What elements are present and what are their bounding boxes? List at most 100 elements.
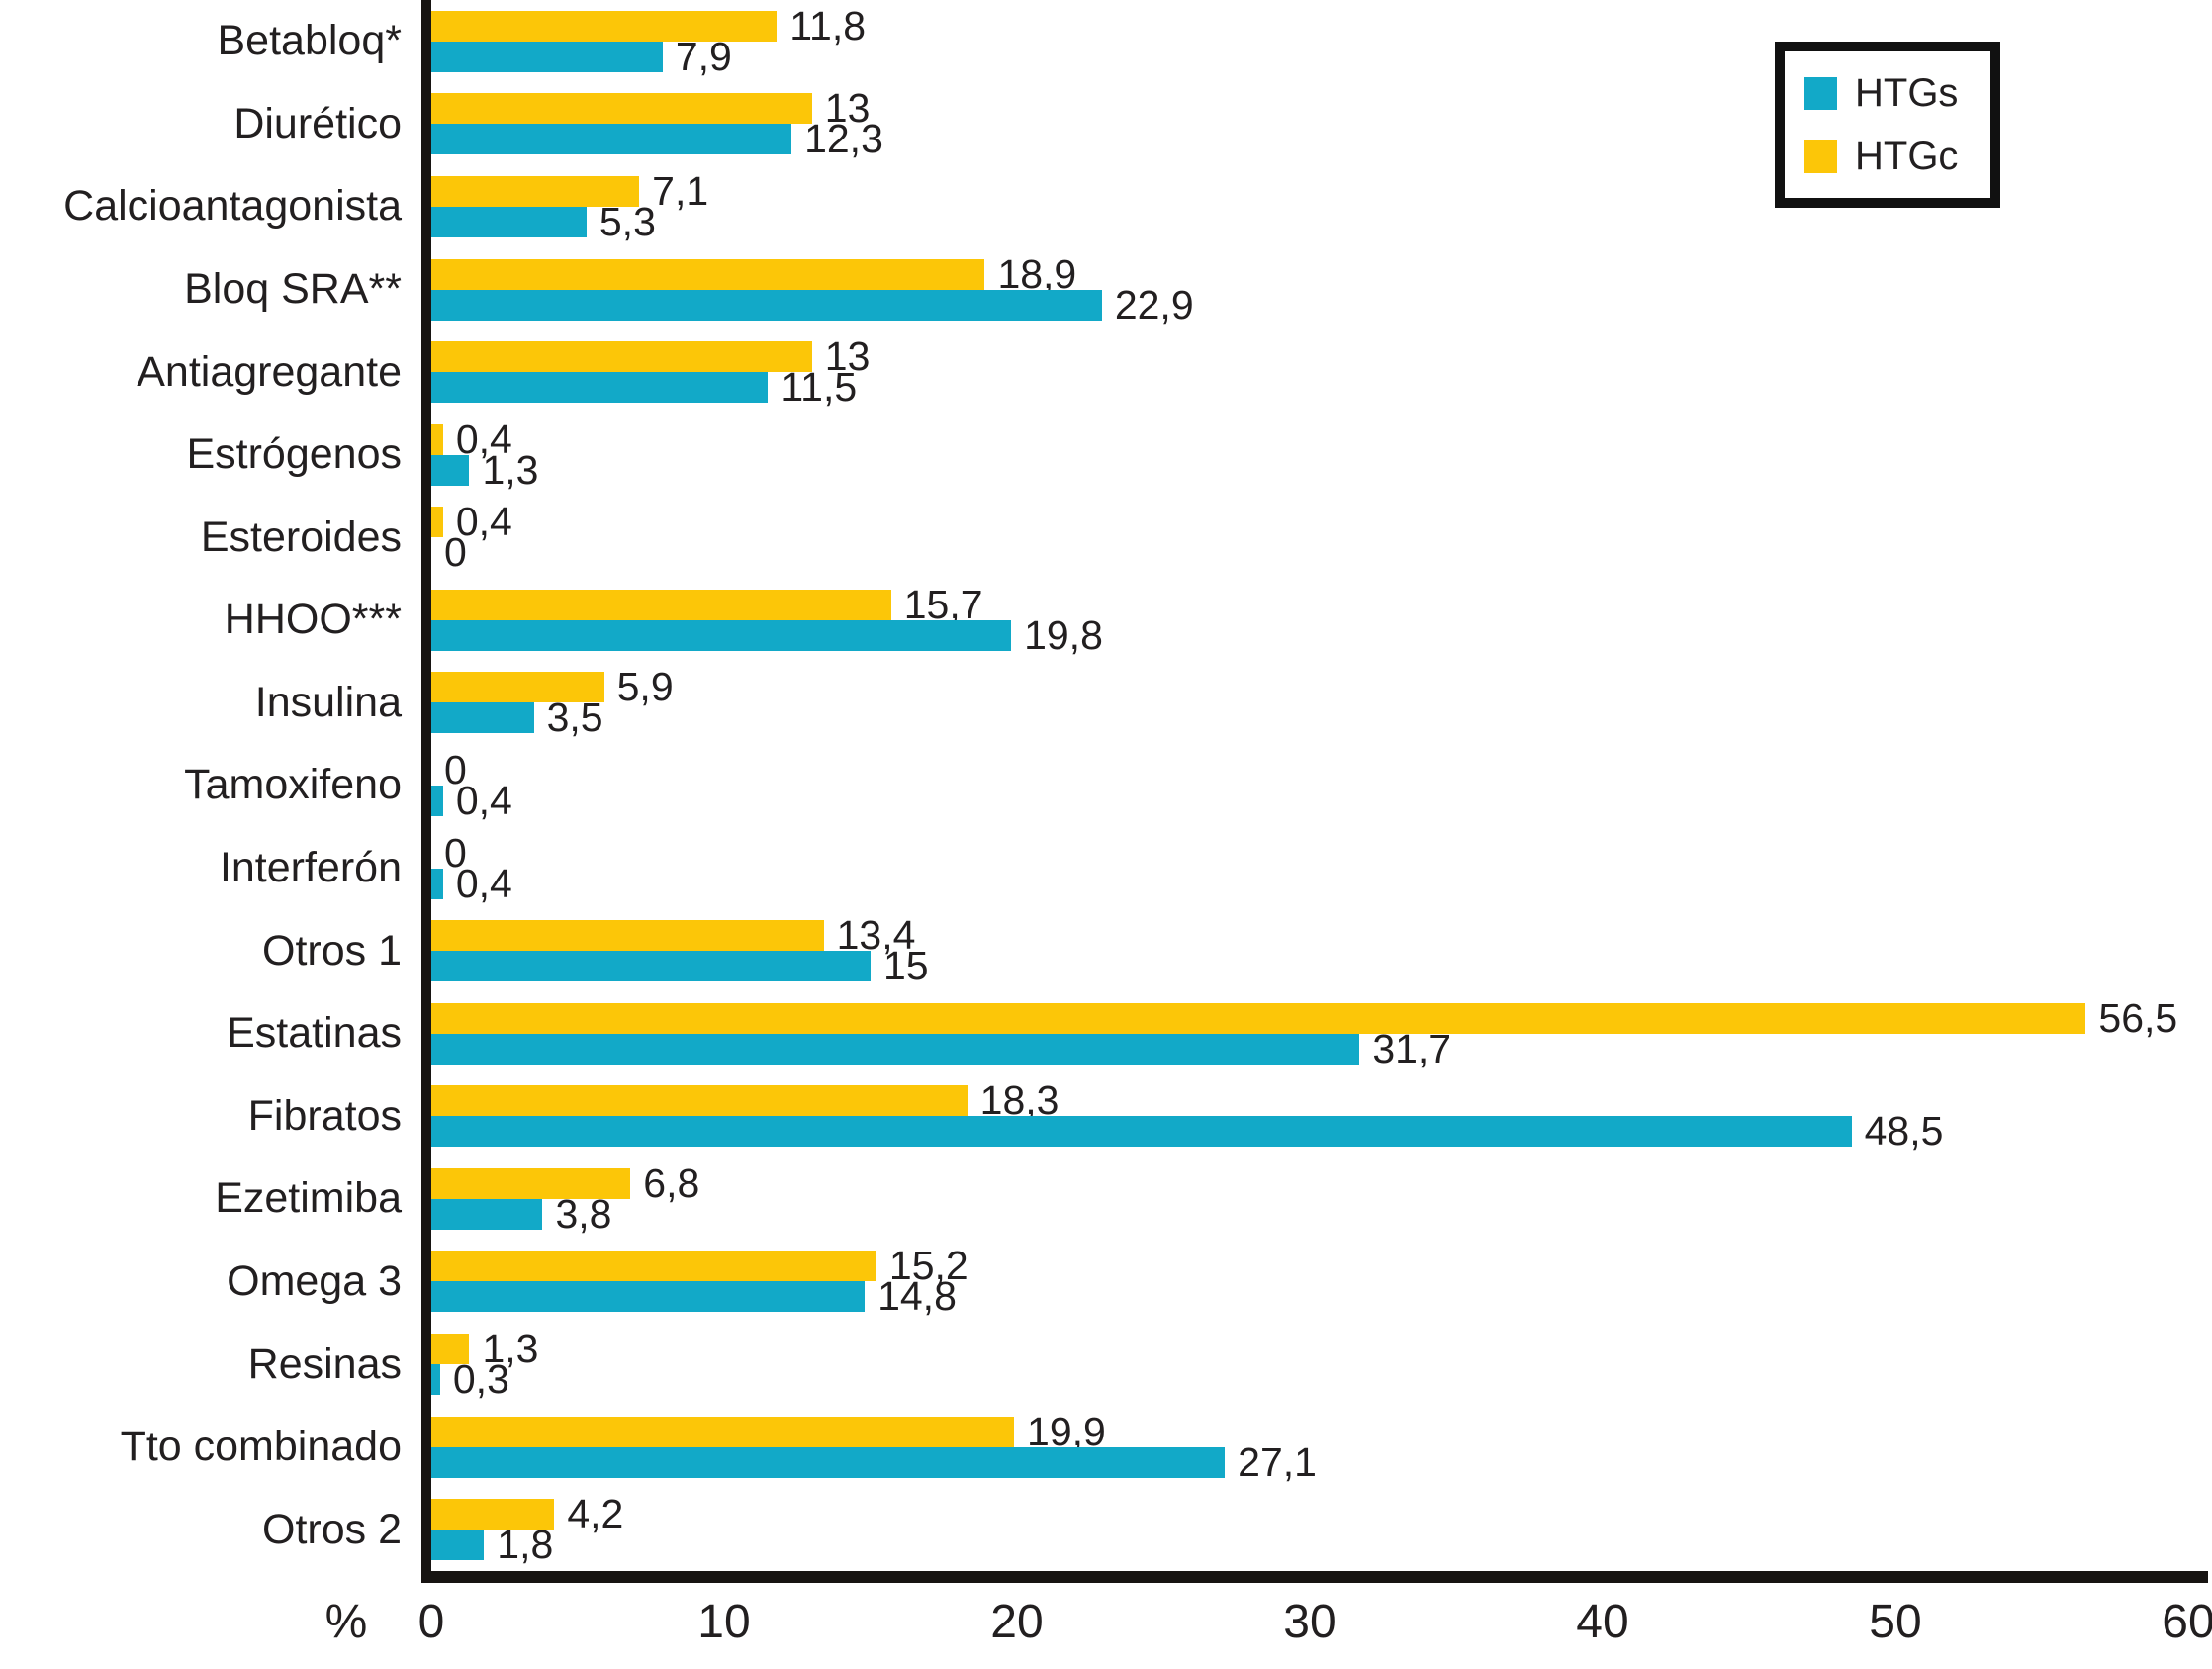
value-label: 13	[824, 333, 871, 380]
bar-row: 19,9	[431, 1411, 2188, 1451]
value-label: 4,2	[567, 1491, 624, 1537]
bar-row: 3,5	[431, 697, 2188, 738]
bar-row: 11,5	[431, 367, 2188, 408]
bar-group: 18,9 22,9	[431, 248, 2188, 331]
bar-group: 1,3 0,3	[431, 1323, 2188, 1406]
bar-htgc	[431, 93, 812, 125]
htgs-color-swatch	[1804, 76, 1837, 110]
bar-row: 0	[431, 749, 2188, 789]
legend-item-htgc: HTGc	[1804, 137, 1981, 176]
bar-htgc	[431, 920, 824, 952]
plot-area: 11,8 7,9 13 12,3 7,1 5,3 18,9 22,9 13 11,5 0,4 1,3 0…	[431, 0, 2188, 1571]
bar-htgc	[431, 175, 640, 207]
bar-row: 0,4	[431, 502, 2188, 542]
bar-htgs	[431, 702, 534, 734]
category-label: Tamoxifeno	[184, 761, 402, 809]
bar-htgs	[431, 41, 663, 72]
bar-row: 6,8	[431, 1162, 2188, 1203]
bar-htgs	[431, 1033, 1360, 1065]
y-axis-labels: Betabloq* Diurético Calcioantagonista Bloq …	[0, 0, 408, 1571]
value-label: 0	[444, 746, 467, 792]
bar-group: 4,2 1,8	[431, 1488, 2188, 1571]
value-label: 15,2	[888, 1243, 968, 1289]
bar-htgc	[431, 1251, 876, 1282]
value-label: 0,4	[455, 777, 512, 823]
bar-group: 11,8 7,9	[431, 0, 2188, 83]
bar-row: 13	[431, 336, 2188, 377]
value-label: 19,8	[1024, 611, 1103, 658]
bar-htgs	[431, 1530, 485, 1561]
x-tick-label: 50	[1869, 1596, 1922, 1648]
bar-group: 13,4 15	[431, 909, 2188, 992]
y-axis-line	[421, 0, 431, 1583]
value-label: 0,3	[452, 1356, 509, 1403]
legend: HTGs HTGc	[1775, 42, 2000, 208]
value-label: 5,9	[616, 664, 674, 710]
bar-htgs	[431, 124, 792, 155]
bar-htgc	[431, 1085, 968, 1117]
x-axis-line	[421, 1571, 2208, 1583]
value-label: 15,7	[903, 581, 983, 627]
bar-row: 13,4	[431, 915, 2188, 956]
bar-row: 0,4	[431, 863, 2188, 903]
bar-row: 27,1	[431, 1441, 2188, 1482]
bar-htgc	[431, 1002, 2086, 1034]
bar-row: 5,3	[431, 201, 2188, 241]
bar-row: 3,8	[431, 1193, 2188, 1234]
legend-item-htgs: HTGs	[1804, 73, 1981, 113]
value-label: 3,8	[555, 1190, 612, 1237]
value-label: 6,8	[643, 1159, 700, 1206]
category-label: Estrógenos	[186, 430, 402, 479]
bar-row: 7,9	[431, 36, 2188, 76]
bar-group: 6,8 3,8	[431, 1158, 2188, 1241]
bar-group: 15,7 19,8	[431, 579, 2188, 662]
bar-row: 0,3	[431, 1359, 2188, 1400]
category-label: Omega 3	[227, 1256, 402, 1305]
value-label: 3,5	[546, 695, 603, 741]
bar-htgs	[431, 289, 1102, 321]
bar-htgc	[431, 1167, 631, 1199]
bar-row: 22,9	[431, 284, 2188, 325]
value-label: 13,4	[836, 912, 916, 959]
value-label: 12,3	[804, 116, 883, 162]
value-label: 27,1	[1238, 1438, 1317, 1485]
bar-row: 0,4	[431, 780, 2188, 820]
bar-group: 18,3 48,5	[431, 1075, 2188, 1159]
bar-htgs	[431, 785, 443, 816]
bar-htgc	[431, 10, 778, 42]
category-label: Fibratos	[247, 1091, 402, 1140]
bar-row: 12,3	[431, 119, 2188, 159]
value-label: 31,7	[1372, 1025, 1452, 1071]
value-label: 0,4	[455, 860, 512, 906]
category-label: Estatinas	[227, 1009, 402, 1058]
value-label: 7,1	[652, 167, 709, 214]
bar-htgc	[431, 1416, 1015, 1447]
bar-htgc	[431, 589, 891, 620]
bar-htgc	[431, 1499, 555, 1530]
value-label: 13	[824, 85, 871, 132]
bar-htgs	[431, 206, 587, 237]
value-label: 18,9	[997, 250, 1077, 297]
category-label: Betabloq*	[217, 17, 403, 65]
bar-htgc	[431, 672, 604, 703]
category-label: Esteroides	[200, 512, 402, 561]
x-tick-label: 0	[417, 1596, 445, 1648]
bar-htgs	[431, 1281, 866, 1313]
legend-label-htgs: HTGs	[1855, 71, 1959, 115]
value-label: 48,5	[1864, 1108, 1944, 1155]
bar-row: 0,4	[431, 418, 2188, 459]
category-label: Otros 1	[262, 926, 402, 974]
category-label: Otros 2	[262, 1505, 402, 1553]
value-label: 18,3	[979, 1077, 1060, 1124]
bar-row: 31,7	[431, 1028, 2188, 1068]
x-tick-label: 40	[1576, 1596, 1629, 1648]
bar-htgs	[431, 372, 769, 404]
category-label: HHOO***	[224, 596, 402, 644]
bar-row: 0	[431, 532, 2188, 573]
bar-htgs	[431, 454, 470, 486]
value-label: 0	[444, 529, 467, 576]
bar-htgc	[431, 1334, 470, 1365]
bar-row: 48,5	[431, 1111, 2188, 1152]
value-label: 0,4	[455, 499, 512, 545]
